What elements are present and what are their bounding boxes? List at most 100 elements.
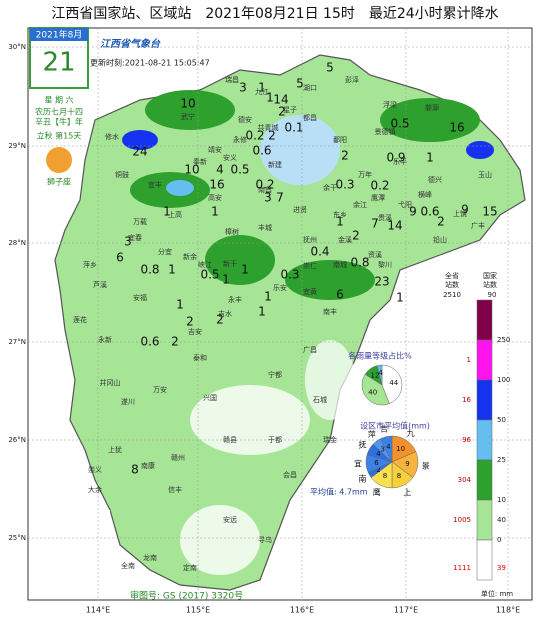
lon-label: 114°E — [86, 606, 110, 615]
city-name: 铅山 — [433, 235, 447, 244]
city-name: 贵溪 — [378, 213, 392, 222]
no-rain-province: 1111 — [453, 564, 471, 572]
city-name: 寻乌 — [258, 535, 272, 544]
station-value: 0.2 — [245, 129, 264, 143]
legend-swatch — [476, 539, 493, 581]
station-value: 5 — [326, 61, 334, 75]
city-name: 万年 — [358, 170, 372, 179]
city-name: 遂川 — [121, 397, 135, 406]
station-value: 6 — [116, 251, 124, 265]
station-value: 2 — [437, 215, 445, 229]
city-name: 鄱阳 — [333, 135, 347, 144]
logo: 江西省气象台 — [100, 38, 161, 50]
pie-label: 萍 — [368, 429, 376, 439]
province-total: 2510 — [443, 291, 461, 299]
average: 平均值: 4.7mm — [310, 487, 368, 497]
city-name: 南城 — [333, 260, 347, 269]
city-name: 信丰 — [168, 485, 182, 494]
pie-slice — [381, 364, 403, 404]
solar-term: 立秋 第15天 — [37, 131, 82, 141]
pie-value: 3 — [380, 445, 384, 453]
province-count: 1005 — [453, 516, 471, 524]
station-value: 0.2 — [370, 179, 389, 193]
pie-value: 10 — [396, 445, 405, 453]
city-name: 德安 — [238, 115, 252, 124]
province-count: 16 — [462, 396, 471, 404]
calendar-month: 2021年8月 — [36, 29, 83, 41]
city-name: 广昌 — [303, 345, 317, 354]
station-value: 15 — [482, 205, 497, 219]
city-name: 进贤 — [293, 205, 307, 214]
city-name: 弋阳 — [398, 200, 412, 209]
dry-area — [190, 385, 310, 455]
province — [54, 54, 526, 591]
city-name: 黎川 — [378, 260, 392, 269]
city-name: 崇仁 — [303, 261, 317, 270]
city-name: 定南 — [183, 563, 197, 572]
station-value: 2 — [352, 229, 360, 243]
legend-threshold: 250 — [497, 336, 510, 344]
weekday: 星 期 六 — [44, 95, 73, 105]
city-name: 共青城 — [258, 123, 279, 132]
pie-value: 9 — [405, 460, 409, 468]
legend-unit: 单位: mm — [481, 589, 513, 598]
city-name: 彭泽 — [345, 75, 359, 84]
legend-swatch — [476, 339, 493, 381]
lat-label: 29°N — [8, 142, 26, 150]
city-name: 上饶 — [453, 209, 467, 218]
pie-label: 景 — [422, 461, 430, 470]
lat-label: 30°N — [8, 43, 26, 51]
blank-box — [30, 510, 110, 598]
city-name: 赣县 — [223, 435, 237, 444]
city-name: 安福 — [133, 293, 147, 302]
city-name: 修水 — [105, 132, 119, 141]
pie-slice — [361, 373, 390, 406]
update-time: 更新时刻:2021-08-21 15:05:47 — [90, 58, 210, 68]
station-value: 6 — [336, 288, 344, 302]
city-name: 靖安 — [208, 145, 222, 154]
lunar-year: 辛丑【牛】年 — [35, 117, 83, 127]
station-value: 0.3 — [280, 268, 299, 282]
city-name: 婺源 — [425, 103, 439, 112]
pie-value: 4 — [386, 443, 391, 451]
lat-label: 27°N — [8, 338, 26, 346]
calendar-head — [30, 28, 88, 41]
city-name: 萍乡 — [83, 260, 97, 269]
station-value: 24 — [132, 145, 147, 159]
station-value: 3 — [239, 81, 247, 95]
station-value: 1 — [258, 305, 266, 319]
station-value: 2 — [268, 129, 276, 143]
station-value: 0.5 — [200, 268, 219, 282]
station-value: 10 — [184, 163, 199, 177]
station-value: 5 — [296, 77, 304, 91]
legend-threshold: 10 — [497, 496, 506, 504]
station-value: 1 — [168, 263, 176, 277]
city-name: 永修 — [233, 135, 247, 144]
city-name: 樟树 — [225, 227, 239, 236]
pie-label: 南 — [359, 474, 367, 484]
station-value: 8 — [131, 463, 139, 477]
city-name: 上高 — [168, 210, 182, 219]
city-name: 峡江 — [198, 260, 212, 269]
city-name: 星子 — [283, 106, 297, 114]
lon-label: 116°E — [290, 606, 314, 615]
review-number: 审图号: GS (2017) 3320号 — [130, 590, 243, 602]
pie-value: 8 — [383, 472, 387, 480]
station-value: 1 — [222, 273, 230, 287]
pie-value: 2 — [376, 466, 380, 474]
station-value: 0.1 — [284, 121, 303, 135]
rain-area — [205, 235, 275, 285]
city-name: 铜鼓 — [115, 170, 129, 179]
station-value: 1 — [396, 291, 404, 305]
rain-area — [380, 98, 480, 142]
lon-label: 117°E — [394, 606, 418, 615]
station-value: 2 — [278, 105, 286, 119]
station-value: 0.6 — [252, 144, 271, 158]
pie-label: 宜 — [354, 458, 362, 468]
station-value: 2 — [216, 313, 224, 327]
lon-label: 118°E — [496, 606, 520, 615]
station-value: 0.8 — [350, 256, 369, 270]
rain-area — [285, 260, 375, 300]
city-name: 宜丰 — [148, 180, 162, 189]
